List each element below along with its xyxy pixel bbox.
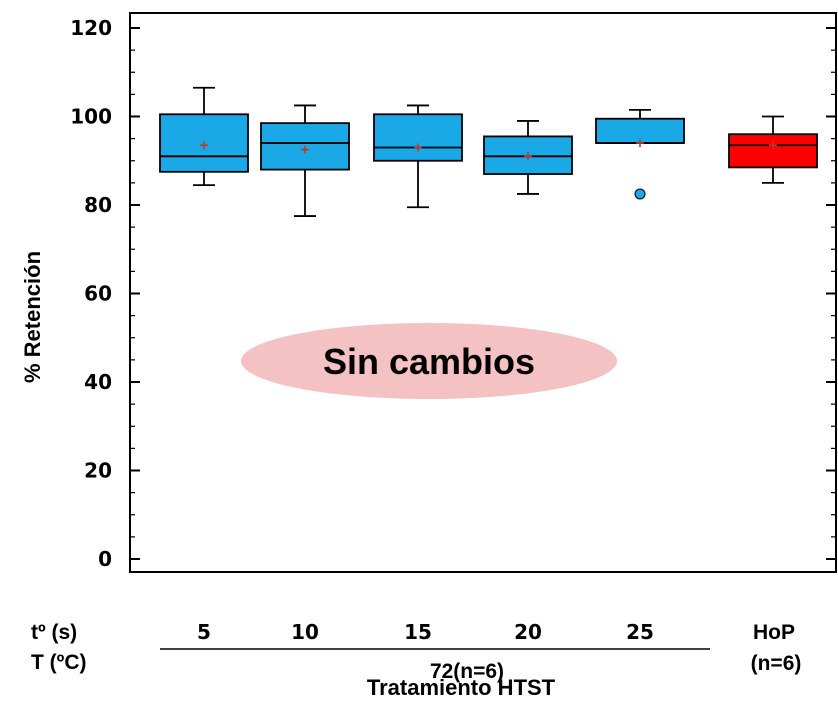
box-series	[159, 86, 818, 217]
x-tick-label: 15	[404, 620, 432, 644]
htst-group-label: 72(n=6)	[430, 660, 504, 683]
hop-label-line1: HoP	[753, 621, 795, 644]
x-category-labels: 5 10 15 20 25	[197, 620, 654, 644]
x-tick-label: 25	[626, 620, 654, 644]
box-5	[159, 86, 249, 186]
box-25	[595, 108, 685, 200]
x-tick-label: 20	[514, 620, 542, 644]
y-tick-label: 60	[84, 282, 112, 306]
x-axis-title: Tratamiento HTST	[367, 675, 556, 700]
annotation-ellipse	[241, 323, 617, 399]
box-body	[728, 133, 818, 169]
x-tick-label: 5	[197, 620, 211, 644]
box-10	[260, 104, 350, 217]
row-label-temp: T (ºC)	[31, 651, 86, 674]
box-20	[483, 120, 573, 195]
y-tick-label: 40	[84, 370, 112, 394]
box-body	[373, 113, 463, 162]
hop-label-line2: (n=6)	[751, 652, 802, 675]
y-tick-label: 0	[98, 547, 112, 571]
box-15	[373, 104, 463, 209]
y-tick-label: 120	[70, 16, 112, 40]
y-tick-label: 80	[84, 193, 112, 217]
y-tick-label: 20	[84, 459, 112, 483]
outlier-point	[634, 188, 646, 200]
y-axis: 0 20 40 60 80 100 120	[70, 16, 836, 571]
y-tick-label: 100	[70, 105, 112, 129]
box-HoP	[728, 115, 818, 184]
plot-frame	[129, 12, 837, 573]
y-axis-title: % Retención	[20, 251, 45, 383]
x-tick-label: 10	[291, 620, 319, 644]
annotation-text: Sin cambios	[323, 341, 535, 382]
row-label-time: tº (s)	[31, 621, 77, 644]
